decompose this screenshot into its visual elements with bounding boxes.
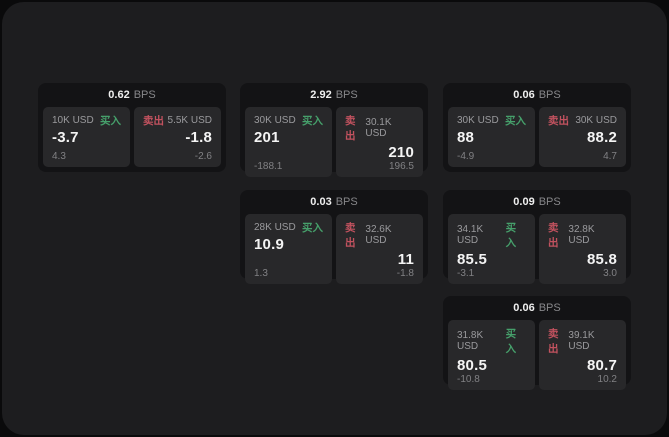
quote-card: 0.62 BPS 10K USD 买入 -3.7 4.3 卖出 5.5K USD… [38,83,226,172]
sell-change: 10.2 [597,374,617,385]
buy-price: -3.7 [52,129,79,146]
bps-value: 0.06 [513,89,535,101]
bps-label: BPS [335,196,358,208]
bps-value: 0.09 [513,196,535,208]
quote-card: 0.06 BPS 30K USD 买入 88 -4.9 卖出 30K USD 8… [443,83,631,172]
quote-card: 0.06 BPS 31.8K USD 买入 80.5 -10.8 卖出 39.1… [443,296,631,390]
sell-size: 30K USD [575,115,617,126]
buy-side-label: 买入 [302,115,323,127]
sell-price: 88.2 [587,129,617,146]
quote-card: 0.03 BPS 28K USD 买入 10.9 1.3 卖出 32.6K US… [240,190,428,284]
sell-tile[interactable]: 卖出 30K USD 88.2 4.7 [539,107,626,167]
sell-size: 5.5K USD [167,115,212,126]
buy-change: -3.1 [457,268,475,279]
sell-change: -1.8 [396,268,414,279]
buy-size: 28K USD [254,222,296,233]
bps-header: 0.06 BPS [443,83,631,107]
sell-price: 210 [388,144,414,161]
buy-price: 88 [457,129,475,146]
buy-side-label: 买入 [505,222,517,249]
buy-price: 10.9 [254,236,284,253]
sell-price: 85.8 [587,251,617,268]
sell-side-label: 卖出 [143,115,164,127]
buy-tile[interactable]: 30K USD 买入 201 -188.1 [245,107,332,177]
bps-label: BPS [538,196,561,208]
bps-value: 0.62 [108,89,130,101]
sell-size: 32.8K USD [568,224,595,246]
buy-change: -188.1 [254,161,283,172]
bps-label: BPS [538,302,561,314]
bps-header: 2.92 BPS [240,83,428,107]
sell-size: 30.1K USD [365,117,392,139]
bps-header: 0.62 BPS [38,83,226,107]
buy-tile[interactable]: 34.1K USD 买入 85.5 -3.1 [448,214,535,284]
buy-tile[interactable]: 31.8K USD 买入 80.5 -10.8 [448,320,535,390]
buy-price: 85.5 [457,251,487,268]
sell-side-label: 卖出 [548,115,569,127]
sell-side-label: 卖出 [548,328,559,355]
quote-card: 2.92 BPS 30K USD 买入 201 -188.1 卖出 30.1K … [240,83,428,177]
bps-label: BPS [335,89,358,101]
bps-header: 0.09 BPS [443,190,631,214]
sell-tile[interactable]: 卖出 39.1K USD 80.7 10.2 [539,320,626,390]
buy-tile[interactable]: 28K USD 买入 10.9 1.3 [245,214,332,284]
buy-size: 30K USD [457,115,499,126]
buy-price: 80.5 [457,357,487,374]
sell-change: 4.7 [603,151,617,162]
buy-size: 34.1K USD [457,224,484,246]
buy-side-label: 买入 [505,115,526,127]
sell-side-label: 卖出 [345,115,356,142]
bps-label: BPS [133,89,156,101]
buy-size: 10K USD [52,115,94,126]
sell-side-label: 卖出 [345,222,356,249]
bps-value: 0.03 [310,196,332,208]
sell-price: -1.8 [185,129,212,146]
sell-price: 80.7 [587,357,617,374]
buy-change: 4.3 [52,151,66,162]
sell-price: 11 [397,251,414,268]
bps-value: 2.92 [310,89,332,101]
buy-side-label: 买入 [100,115,121,127]
buy-size: 31.8K USD [457,330,484,352]
sell-change: 196.5 [388,161,414,172]
sell-size: 32.6K USD [365,224,392,246]
sell-tile[interactable]: 卖出 30.1K USD 210 196.5 [336,107,423,177]
bps-header: 0.03 BPS [240,190,428,214]
buy-size: 30K USD [254,115,296,126]
buy-change: 1.3 [254,268,268,279]
sell-tile[interactable]: 卖出 5.5K USD -1.8 -2.6 [134,107,221,167]
buy-tile[interactable]: 30K USD 买入 88 -4.9 [448,107,535,167]
buy-change: -4.9 [457,151,475,162]
buy-side-label: 买入 [302,222,323,234]
sell-size: 39.1K USD [568,330,595,352]
quote-card: 0.09 BPS 34.1K USD 买入 85.5 -3.1 卖出 32.8K… [443,190,631,284]
sell-change: -2.6 [194,151,212,162]
bps-value: 0.06 [513,302,535,314]
sell-tile[interactable]: 卖出 32.6K USD 11 -1.8 [336,214,423,284]
sell-change: 3.0 [603,268,617,279]
bps-header: 0.06 BPS [443,296,631,320]
sell-tile[interactable]: 卖出 32.8K USD 85.8 3.0 [539,214,626,284]
buy-price: 201 [254,129,280,146]
sell-side-label: 卖出 [548,222,559,249]
buy-change: -10.8 [457,374,480,385]
buy-tile[interactable]: 10K USD 买入 -3.7 4.3 [43,107,130,167]
bps-label: BPS [538,89,561,101]
buy-side-label: 买入 [505,328,517,355]
